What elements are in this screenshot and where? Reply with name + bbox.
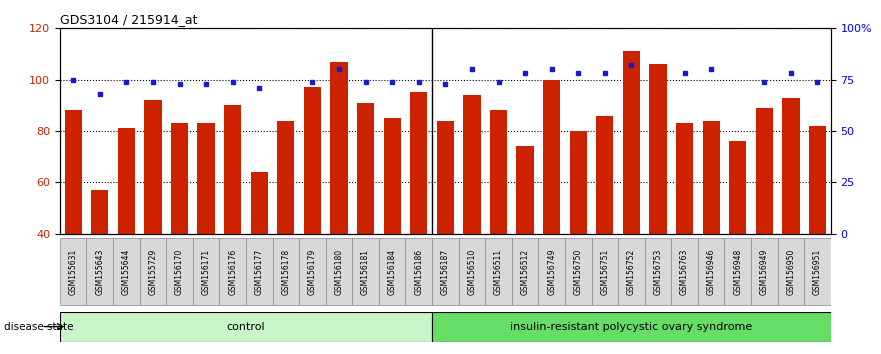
Text: GSM156946: GSM156946 [707, 249, 715, 295]
Bar [91, 190, 108, 234]
Bar [676, 123, 693, 234]
Bar [140, 238, 167, 305]
Text: insulin-resistant polycystic ovary syndrome: insulin-resistant polycystic ovary syndr… [510, 321, 752, 332]
Bar [432, 238, 459, 305]
Bar [702, 121, 720, 234]
Bar [751, 238, 778, 305]
Bar [543, 80, 560, 234]
Bar [671, 238, 698, 305]
Text: GSM156179: GSM156179 [308, 249, 317, 295]
Text: GSM156753: GSM156753 [654, 249, 663, 295]
Text: control: control [226, 321, 265, 332]
Text: GSM156186: GSM156186 [414, 249, 423, 295]
Text: GSM156511: GSM156511 [494, 249, 503, 295]
Text: GSM156752: GSM156752 [627, 249, 636, 295]
Bar [60, 312, 432, 342]
Text: GSM156751: GSM156751 [600, 249, 610, 295]
Text: GSM155644: GSM155644 [122, 249, 131, 295]
Text: disease state: disease state [4, 321, 74, 332]
Bar [618, 238, 645, 305]
Bar [86, 238, 113, 305]
Bar [64, 110, 82, 234]
Bar [645, 238, 671, 305]
Text: GSM155729: GSM155729 [148, 249, 158, 295]
Text: GSM156187: GSM156187 [440, 249, 450, 295]
Bar [411, 92, 427, 234]
Bar [516, 146, 534, 234]
Bar [219, 238, 246, 305]
Bar [197, 123, 215, 234]
Bar [463, 95, 480, 234]
Bar [778, 238, 804, 305]
Text: GSM156178: GSM156178 [281, 249, 291, 295]
Bar [224, 105, 241, 234]
Bar [596, 115, 613, 234]
Bar [809, 126, 826, 234]
Bar [278, 121, 294, 234]
Bar [300, 238, 326, 305]
Bar [326, 238, 352, 305]
Text: GSM156184: GSM156184 [388, 249, 396, 295]
Bar [729, 141, 746, 234]
Text: GSM156763: GSM156763 [680, 249, 689, 295]
Bar [405, 238, 432, 305]
Bar [246, 238, 272, 305]
Text: GSM156170: GSM156170 [175, 249, 184, 295]
Bar [570, 131, 587, 234]
Bar [171, 123, 189, 234]
Text: GSM156171: GSM156171 [202, 249, 211, 295]
Bar [383, 118, 401, 234]
Bar [565, 238, 591, 305]
Bar [352, 238, 379, 305]
Text: GSM156181: GSM156181 [361, 249, 370, 295]
Bar [804, 238, 831, 305]
Bar [490, 110, 507, 234]
Bar [379, 238, 405, 305]
Bar [459, 238, 485, 305]
Bar [437, 121, 454, 234]
Bar [167, 238, 193, 305]
Text: GSM156510: GSM156510 [468, 249, 477, 295]
Bar [649, 64, 667, 234]
Text: GSM156950: GSM156950 [787, 249, 796, 295]
Text: GSM156177: GSM156177 [255, 249, 263, 295]
Bar [698, 238, 724, 305]
Text: GSM156749: GSM156749 [547, 249, 556, 295]
Text: GSM156951: GSM156951 [813, 249, 822, 295]
Bar [272, 238, 300, 305]
Text: GSM156750: GSM156750 [574, 249, 582, 295]
Bar [60, 238, 86, 305]
Bar [623, 51, 640, 234]
Text: GDS3104 / 215914_at: GDS3104 / 215914_at [60, 13, 197, 26]
Bar [485, 238, 512, 305]
Text: GSM156948: GSM156948 [733, 249, 743, 295]
Bar [591, 238, 618, 305]
Bar [304, 87, 321, 234]
Text: GSM156176: GSM156176 [228, 249, 237, 295]
Text: GSM156949: GSM156949 [759, 249, 769, 295]
Bar [118, 129, 135, 234]
Bar [113, 238, 140, 305]
Bar [193, 238, 219, 305]
Bar [512, 238, 538, 305]
Bar [250, 172, 268, 234]
Bar [538, 238, 565, 305]
Text: GSM155631: GSM155631 [69, 249, 78, 295]
Bar [782, 98, 800, 234]
Bar [724, 238, 751, 305]
Text: GSM155643: GSM155643 [95, 249, 104, 295]
Text: GSM156512: GSM156512 [521, 249, 529, 295]
Bar [357, 103, 374, 234]
Bar [756, 108, 773, 234]
Bar [330, 62, 348, 234]
Bar [144, 100, 161, 234]
Text: GSM156180: GSM156180 [335, 249, 344, 295]
